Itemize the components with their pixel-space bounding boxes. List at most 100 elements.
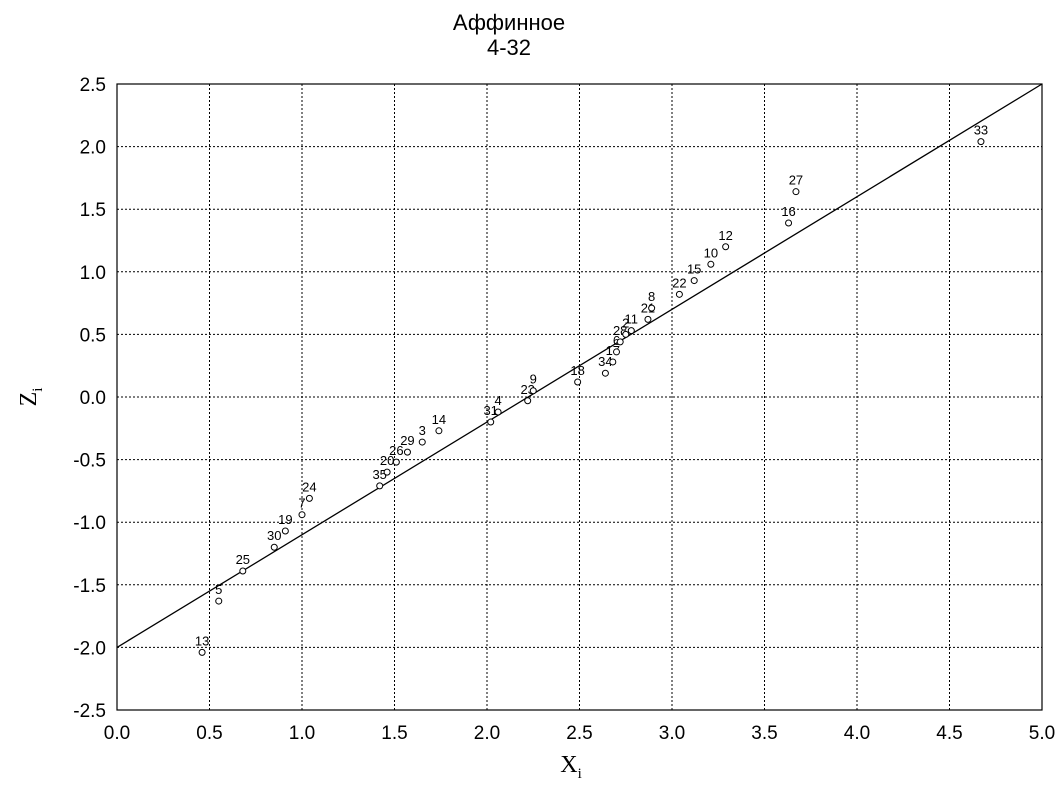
point-label: 25 bbox=[236, 552, 250, 567]
data-point bbox=[627, 327, 635, 335]
x-tick-label: 2.5 bbox=[566, 723, 592, 744]
point-label: 3 bbox=[419, 423, 426, 438]
data-point bbox=[785, 219, 793, 227]
data-points: 1352530197243520262931431423918341762821… bbox=[195, 123, 988, 656]
point-label: 7 bbox=[298, 496, 305, 511]
data-point bbox=[494, 408, 502, 416]
point-label: 31 bbox=[483, 403, 497, 418]
data-point bbox=[383, 468, 391, 476]
chart-title: Аффинное 4-32 bbox=[453, 10, 565, 60]
y-tick-label: 1.0 bbox=[80, 263, 106, 284]
point-label: 22 bbox=[672, 275, 686, 290]
y-tick-label: 2.0 bbox=[80, 138, 106, 159]
point-label: 13 bbox=[195, 633, 209, 648]
point-label: 29 bbox=[400, 433, 414, 448]
data-point bbox=[609, 358, 617, 366]
data-point bbox=[622, 330, 630, 338]
data-point bbox=[270, 543, 278, 551]
point-label: 33 bbox=[974, 123, 988, 138]
data-point bbox=[648, 304, 656, 312]
y-tick-labels: 2.5 2.0 1.5 1.0 0.5 0.0 -0.5 -1.0 -1.5 -2.0 -2.5 bbox=[73, 75, 106, 722]
x-tick-label: 0.0 bbox=[104, 723, 130, 744]
data-point bbox=[675, 290, 683, 298]
y-tick-label: 1.5 bbox=[80, 200, 106, 221]
x-axis-label-main: X bbox=[560, 752, 577, 778]
data-point bbox=[792, 188, 800, 196]
data-point bbox=[977, 138, 985, 146]
point-label: 9 bbox=[530, 372, 537, 387]
data-point bbox=[616, 338, 624, 346]
x-tick-labels: 0.0 0.5 1.0 1.5 2.0 2.5 3.0 3.5 4.0 4.5 5.0 bbox=[104, 723, 1055, 744]
data-point bbox=[281, 527, 289, 535]
data-point bbox=[722, 243, 730, 251]
y-axis-label-sub: i bbox=[30, 388, 46, 392]
point-label: 11 bbox=[625, 312, 639, 327]
point-label: 21 bbox=[641, 300, 655, 315]
point-label: 8 bbox=[648, 289, 655, 304]
data-point bbox=[644, 315, 652, 323]
point-label: 30 bbox=[267, 528, 281, 543]
y-tick-label: -1.5 bbox=[73, 576, 106, 597]
data-point bbox=[418, 438, 426, 446]
point-label: 6 bbox=[613, 333, 620, 348]
point-label: 18 bbox=[570, 363, 584, 378]
y-axis-label-main: Z bbox=[16, 392, 42, 407]
data-point bbox=[690, 277, 698, 285]
x-tick-label: 1.5 bbox=[381, 723, 407, 744]
y-axis-label: Zi bbox=[16, 388, 46, 407]
data-point bbox=[239, 567, 247, 575]
y-tick-label: -0.5 bbox=[73, 451, 106, 472]
chart-title-line-2: 4-32 bbox=[487, 35, 531, 60]
y-tick-label: 2.5 bbox=[80, 75, 106, 96]
point-label: 16 bbox=[781, 204, 795, 219]
data-point bbox=[435, 427, 443, 435]
x-axis-label: Xi bbox=[560, 752, 582, 782]
chart-title-line-1: Аффинное bbox=[453, 10, 565, 35]
data-point bbox=[376, 482, 384, 490]
point-label: 14 bbox=[432, 412, 446, 427]
point-label: 5 bbox=[215, 582, 222, 597]
x-tick-label: 0.5 bbox=[196, 723, 222, 744]
point-label: 20 bbox=[380, 453, 394, 468]
data-point bbox=[403, 448, 411, 456]
plot-frame bbox=[116, 83, 1043, 711]
y-tick-label: 0.5 bbox=[80, 325, 106, 346]
data-point bbox=[601, 369, 609, 377]
x-axis-label-sub: i bbox=[578, 766, 582, 782]
data-point bbox=[524, 397, 532, 405]
data-point bbox=[298, 511, 306, 519]
x-tick-label: 5.0 bbox=[1029, 723, 1055, 744]
point-label: 34 bbox=[598, 354, 612, 369]
point-label: 2 bbox=[622, 315, 629, 330]
x-tick-label: 2.0 bbox=[474, 723, 500, 744]
data-point bbox=[305, 494, 313, 502]
data-point bbox=[198, 648, 206, 656]
data-point bbox=[613, 348, 620, 356]
y-tick-label: -2.0 bbox=[73, 638, 106, 659]
y-tick-label: 0.0 bbox=[80, 388, 106, 409]
point-label: 12 bbox=[718, 228, 732, 243]
y-tick-label: -2.5 bbox=[73, 701, 106, 722]
point-label: 15 bbox=[687, 262, 701, 277]
point-label: 4 bbox=[494, 393, 501, 408]
data-point bbox=[574, 378, 582, 386]
point-label: 24 bbox=[302, 479, 316, 494]
fit-line bbox=[116, 83, 1043, 648]
data-point bbox=[707, 260, 715, 268]
data-point bbox=[392, 458, 400, 466]
data-point bbox=[487, 418, 495, 426]
x-tick-label: 1.0 bbox=[289, 723, 315, 744]
point-label: 10 bbox=[704, 245, 718, 260]
x-tick-label: 3.5 bbox=[751, 723, 777, 744]
point-label: 27 bbox=[789, 173, 803, 188]
x-tick-label: 4.0 bbox=[844, 723, 870, 744]
x-tick-label: 4.5 bbox=[936, 723, 962, 744]
y-tick-label: -1.0 bbox=[73, 513, 106, 534]
point-label: 19 bbox=[278, 512, 292, 527]
data-point bbox=[215, 597, 223, 605]
grid bbox=[117, 84, 1042, 710]
x-tick-label: 3.0 bbox=[659, 723, 685, 744]
data-point bbox=[529, 387, 537, 395]
